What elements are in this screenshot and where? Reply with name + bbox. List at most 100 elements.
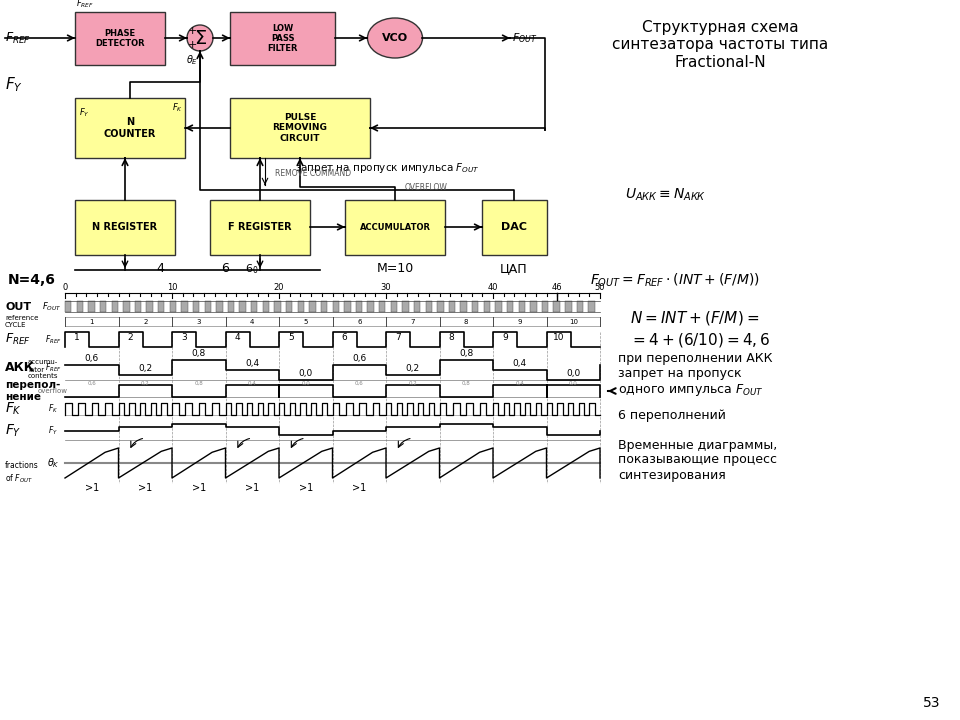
Bar [230, 12, 335, 65]
Text: $F_{REF}$: $F_{REF}$ [5, 30, 31, 45]
Text: ЦАП: ЦАП [500, 262, 528, 275]
Text: REMOVE COMMAND: REMOVE COMMAND [275, 169, 351, 179]
Bar [541, 301, 548, 312]
Text: 1: 1 [74, 333, 80, 342]
Bar [309, 301, 316, 312]
Bar [286, 301, 293, 312]
Text: 3: 3 [197, 318, 201, 325]
Text: OVERFLOW: OVERFLOW [405, 182, 448, 192]
Bar [530, 301, 537, 312]
Text: 6 переполнений: 6 переполнений [618, 408, 726, 421]
Bar [111, 301, 118, 312]
Bar [298, 301, 304, 312]
Text: >1: >1 [352, 483, 367, 493]
Text: 9: 9 [502, 333, 508, 342]
Text: 5: 5 [303, 318, 308, 325]
Text: $F_K$: $F_K$ [48, 402, 58, 415]
Ellipse shape [187, 25, 213, 51]
Text: $F_K$: $F_K$ [172, 102, 183, 114]
Text: 7: 7 [396, 333, 401, 342]
Text: $F_{OUT}$: $F_{OUT}$ [512, 31, 538, 45]
Text: перепол-
нение: перепол- нение [5, 380, 60, 402]
Text: Структурная схема
синтезатора частоты типа
Fractional-N: Структурная схема синтезатора частоты ти… [612, 20, 828, 70]
Bar [75, 12, 165, 65]
Text: $F_{REF}$: $F_{REF}$ [76, 0, 94, 10]
Bar [414, 301, 420, 312]
Text: fractions
of $F_{OUT}$: fractions of $F_{OUT}$ [5, 462, 38, 485]
Bar [344, 301, 350, 312]
Text: $U_{АКК} \equiv N_{АКК}$: $U_{АКК} \equiv N_{АКК}$ [625, 186, 707, 203]
Text: N REGISTER: N REGISTER [92, 222, 157, 233]
Text: 0,4: 0,4 [248, 381, 256, 386]
Bar [472, 301, 478, 312]
Text: $F_Y$: $F_Y$ [5, 76, 23, 94]
Bar [181, 301, 188, 312]
Text: OUT: OUT [5, 302, 31, 312]
Text: $F_{REF}$: $F_{REF}$ [45, 361, 62, 374]
Bar [356, 301, 362, 312]
Text: 0,8: 0,8 [192, 349, 205, 358]
Bar [507, 301, 514, 312]
Text: $F_{REF}$: $F_{REF}$ [5, 332, 31, 347]
Bar [379, 301, 385, 312]
Text: N
COUNTER: N COUNTER [104, 117, 156, 139]
Bar [391, 301, 397, 312]
Text: 6: 6 [342, 333, 348, 342]
Bar [461, 301, 467, 312]
Bar [170, 301, 176, 312]
Bar [554, 301, 560, 312]
Bar [158, 301, 164, 312]
Text: 0,2: 0,2 [408, 381, 418, 386]
Text: 0,4: 0,4 [516, 381, 524, 386]
Text: 1: 1 [89, 318, 94, 325]
Text: 40: 40 [488, 283, 498, 292]
Bar [518, 301, 525, 312]
Bar [75, 200, 175, 255]
Text: 0,2: 0,2 [141, 381, 150, 386]
Bar [216, 301, 223, 312]
Text: при переполнении АКК
запрет на пропуск
одного импульса $F_{OUT}$: при переполнении АКК запрет на пропуск о… [618, 352, 773, 398]
Text: 0,4: 0,4 [245, 359, 259, 368]
Text: 4: 4 [250, 318, 254, 325]
Bar [332, 301, 339, 312]
Text: 10: 10 [167, 283, 178, 292]
Bar [368, 301, 373, 312]
Bar [345, 200, 445, 255]
Text: 0,2: 0,2 [406, 364, 420, 373]
Text: 46: 46 [552, 283, 563, 292]
Text: $F_{OUT}$: $F_{OUT}$ [42, 300, 62, 312]
Bar [495, 301, 502, 312]
Text: 53: 53 [923, 696, 940, 710]
Bar [565, 301, 571, 312]
Text: 9: 9 [517, 318, 522, 325]
Text: 4: 4 [235, 333, 240, 342]
Text: 7: 7 [411, 318, 415, 325]
Text: $= 4 + (6/10) = 4,6$: $= 4 + (6/10) = 4,6$ [630, 331, 770, 349]
Text: $F_K$: $F_K$ [5, 401, 22, 417]
Text: 0,8: 0,8 [462, 381, 470, 386]
Bar [588, 301, 595, 312]
Text: $F_Y$: $F_Y$ [48, 425, 58, 437]
Text: 4: 4 [156, 262, 164, 275]
Text: >1: >1 [138, 483, 153, 493]
Text: 20: 20 [274, 283, 284, 292]
Text: 0,0: 0,0 [299, 369, 313, 378]
Text: reference
CYCLE: reference CYCLE [5, 315, 38, 328]
Bar [321, 301, 327, 312]
Bar [134, 301, 141, 312]
Bar [252, 301, 257, 312]
Bar [65, 301, 71, 312]
Text: >1: >1 [84, 483, 99, 493]
Text: $N = INT + (F/M) =$: $N = INT + (F/M) =$ [630, 309, 759, 327]
Text: >1: >1 [299, 483, 313, 493]
Text: overflow: overflow [38, 388, 68, 394]
Text: 0,8: 0,8 [459, 349, 473, 358]
Text: $6_0$: $6_0$ [245, 262, 259, 276]
Text: 0: 0 [62, 283, 67, 292]
Text: >1: >1 [245, 483, 259, 493]
Text: PULSE
REMOVING
CIRCUIT: PULSE REMOVING CIRCUIT [273, 113, 327, 143]
Text: $\theta_K$: $\theta_K$ [47, 456, 60, 470]
Text: 0,0: 0,0 [569, 381, 578, 386]
Text: 0,8: 0,8 [194, 381, 204, 386]
Text: F REGISTER: F REGISTER [228, 222, 292, 233]
